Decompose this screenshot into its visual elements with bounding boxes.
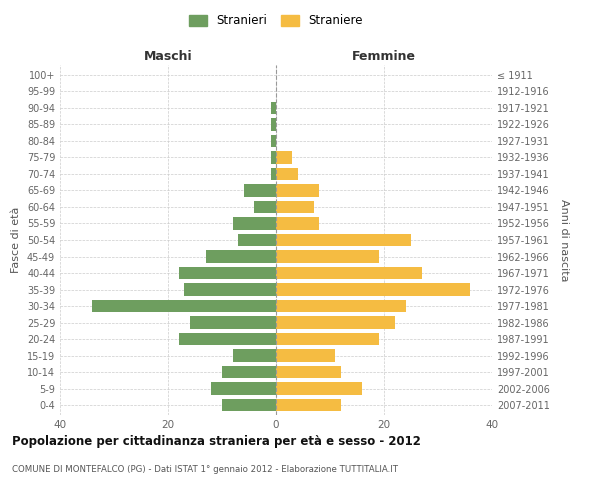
Bar <box>222 399 276 411</box>
Bar <box>276 382 362 395</box>
Bar <box>244 184 276 196</box>
Text: Popolazione per cittadinanza straniera per età e sesso - 2012: Popolazione per cittadinanza straniera p… <box>12 435 421 448</box>
Bar <box>276 234 411 246</box>
Text: Maschi: Maschi <box>143 50 193 64</box>
Bar <box>276 184 319 196</box>
Bar <box>190 316 276 328</box>
Bar <box>271 152 276 164</box>
Text: Femmine: Femmine <box>352 50 416 64</box>
Bar <box>276 399 341 411</box>
Bar <box>276 152 292 164</box>
Legend: Stranieri, Straniere: Stranieri, Straniere <box>185 11 367 31</box>
Bar <box>271 168 276 180</box>
Bar <box>271 118 276 130</box>
Bar <box>211 382 276 395</box>
Bar <box>222 366 276 378</box>
Bar <box>276 267 422 279</box>
Bar <box>276 316 395 328</box>
Bar <box>276 201 314 213</box>
Bar <box>276 218 319 230</box>
Bar <box>271 135 276 147</box>
Bar <box>206 250 276 262</box>
Bar <box>276 300 406 312</box>
Bar <box>179 333 276 345</box>
Bar <box>276 366 341 378</box>
Y-axis label: Anni di nascita: Anni di nascita <box>559 198 569 281</box>
Bar <box>276 350 335 362</box>
Bar <box>276 168 298 180</box>
Bar <box>254 201 276 213</box>
Bar <box>92 300 276 312</box>
Y-axis label: Fasce di età: Fasce di età <box>11 207 21 273</box>
Bar <box>179 267 276 279</box>
Bar <box>276 333 379 345</box>
Bar <box>238 234 276 246</box>
Bar <box>276 284 470 296</box>
Bar <box>276 250 379 262</box>
Bar <box>233 218 276 230</box>
Bar <box>233 350 276 362</box>
Bar <box>184 284 276 296</box>
Bar <box>271 102 276 114</box>
Text: COMUNE DI MONTEFALCO (PG) - Dati ISTAT 1° gennaio 2012 - Elaborazione TUTTITALIA: COMUNE DI MONTEFALCO (PG) - Dati ISTAT 1… <box>12 465 398 474</box>
